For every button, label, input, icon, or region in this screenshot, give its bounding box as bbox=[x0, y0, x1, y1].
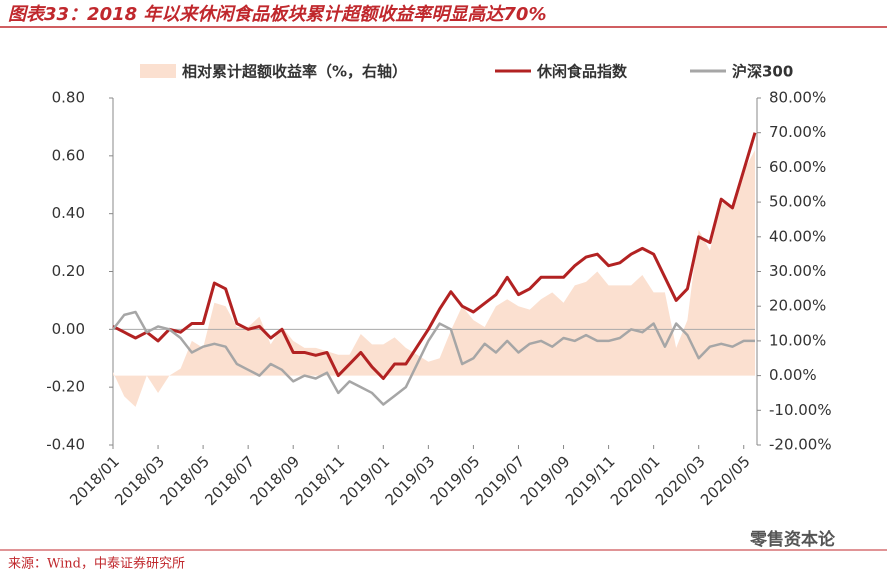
line bbox=[112, 132, 757, 380]
y-tick-label: -0.40 bbox=[46, 436, 85, 454]
area bbox=[113, 150, 755, 407]
y-tick-label: 0.80 bbox=[52, 89, 85, 107]
y2-tick-label: 20.00% bbox=[769, 297, 826, 315]
legend-label: 休闲食品指数 bbox=[536, 63, 628, 81]
watermark: 零售资本论 bbox=[749, 529, 836, 550]
x-tick-label: 2020/05 bbox=[697, 452, 754, 509]
y2-tick-label: 70.00% bbox=[769, 123, 826, 141]
y-tick-label: 0.40 bbox=[52, 204, 85, 222]
y2-tick-label: 80.00% bbox=[769, 89, 826, 107]
y-tick-label: 0.60 bbox=[52, 146, 85, 164]
y2-tick-label: 10.00% bbox=[769, 331, 826, 349]
y2-tick-label: 0.00% bbox=[769, 366, 817, 384]
y2-tick-label: 40.00% bbox=[769, 227, 826, 245]
y2-tick-label: -10.00% bbox=[769, 401, 832, 419]
legend-label: 相对累计超额收益率（%，右轴） bbox=[182, 63, 407, 81]
legend-label: 沪深300 bbox=[732, 63, 793, 81]
line bbox=[112, 310, 755, 406]
y2-tick-label: -20.00% bbox=[769, 436, 832, 454]
y2-tick-label: 30.00% bbox=[769, 262, 826, 280]
y-tick-label: 0.00 bbox=[52, 320, 85, 338]
y-tick-label: -0.20 bbox=[46, 378, 85, 396]
y2-tick-label: 50.00% bbox=[769, 193, 826, 211]
legend-swatch bbox=[140, 64, 176, 78]
y2-tick-label: 60.00% bbox=[769, 158, 826, 176]
source: 来源：Wind，中泰证券研究所 bbox=[8, 556, 185, 572]
y-tick-label: 0.20 bbox=[52, 262, 85, 280]
chart-title: 图表33：2018 年以来休闲食品板块累计超额收益率明显高达70% bbox=[8, 4, 547, 25]
